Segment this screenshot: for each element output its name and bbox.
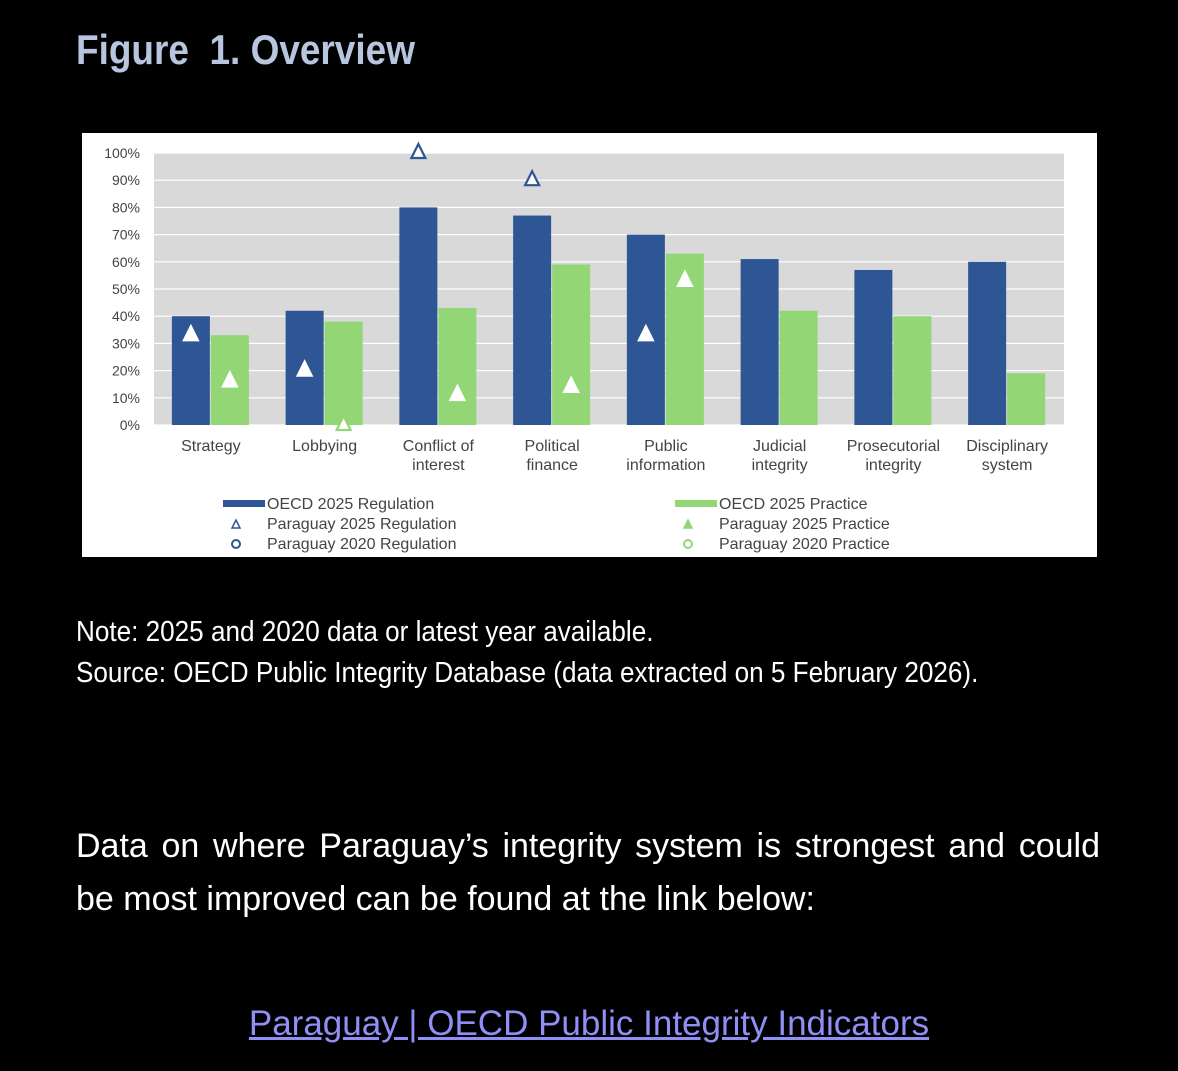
x-tick-label: Public [644, 438, 688, 455]
y-tick-label: 90% [112, 172, 140, 188]
bar-oecd-2025-regulation [740, 259, 779, 425]
marker-paraguay-2025-practice [676, 269, 694, 287]
marker-paraguay-2025-practice [448, 383, 467, 402]
bar-oecd-2025-practice [438, 308, 477, 425]
legend-label: Paraguay 2025 Regulation [267, 516, 456, 533]
bar-oecd-2025-practice [1007, 373, 1046, 425]
marker-paraguay-2025-regulation [409, 141, 428, 160]
bar-oecd-2025-regulation [513, 215, 552, 425]
x-tick-label: integrity [752, 457, 808, 474]
y-tick-label: 80% [112, 199, 140, 215]
indicators-link[interactable]: Paraguay | OECD Public Integrity Indicat… [248, 1004, 930, 1043]
y-tick-label: 100% [104, 145, 140, 161]
source-text: Source: OECD Public Integrity Database (… [76, 657, 979, 689]
body-paragraph: Data on where Paraguay’s integrity syste… [76, 827, 1100, 918]
marker-paraguay-2025-practice [221, 370, 239, 388]
marker-paraguay-2025-regulation [295, 359, 314, 377]
figure-notes: Note: 2025 and 2020 data or latest year … [76, 612, 1100, 694]
x-tick-label: Political [525, 438, 580, 455]
legend-swatch-triangle [682, 518, 694, 529]
marker-paraguay-2025-regulation [637, 323, 655, 342]
x-tick-label: Judicial [753, 438, 806, 455]
bar-oecd-2025-regulation [854, 269, 893, 425]
marker-paraguay-2025-regulation [523, 168, 541, 187]
y-tick-label: 10% [112, 390, 140, 406]
figure-title: Figure 1. Overview [76, 26, 415, 73]
bar-oecd-2025-practice [324, 321, 363, 425]
note-text: Note: 2025 and 2020 data or latest year … [76, 616, 654, 648]
marker-paraguay-2025-practice [334, 413, 353, 432]
bar-oecd-2025-practice [893, 316, 932, 425]
bar-oecd-2025-practice [779, 310, 818, 425]
x-tick-label: system [982, 457, 1033, 474]
x-tick-label: Conflict of [403, 438, 475, 455]
bar-oecd-2025-regulation [968, 261, 1007, 425]
legend-label: Paraguay 2020 Regulation [267, 536, 456, 553]
y-tick-label: 30% [112, 335, 140, 351]
legend-swatch-bar [675, 500, 717, 507]
legend-label: OECD 2025 Regulation [267, 496, 434, 513]
legend-swatch-triangle [230, 518, 242, 529]
y-tick-label: 40% [112, 308, 140, 324]
bar-oecd-2025-practice [552, 264, 591, 425]
marker-paraguay-2025-practice [562, 375, 580, 394]
y-tick-label: 50% [112, 281, 140, 297]
chart-panel: 0% 10% 20% 30% 40% 50% 60% 70% 80% 90% 100% Strateg… [82, 133, 1097, 557]
x-tick-label: Prosecutorial [847, 438, 940, 455]
legend-swatch-circle [683, 539, 693, 549]
y-tick-label: 70% [112, 227, 140, 243]
x-tick-label: interest [412, 457, 465, 474]
x-tick-label: Lobbying [292, 438, 357, 455]
x-tick-label: finance [526, 457, 578, 474]
x-tick-label: Strategy [181, 438, 241, 455]
bar-oecd-2025-regulation [399, 207, 438, 425]
legend-swatch-bar [223, 500, 265, 507]
x-tick-label: integrity [865, 457, 921, 474]
legend-label: Paraguay 2020 Practice [719, 536, 890, 553]
x-tick-label: Disciplinary [966, 438, 1048, 455]
legend-swatch-circle [231, 539, 241, 549]
y-tick-label: 60% [112, 254, 140, 270]
legend-label: OECD 2025 Practice [719, 496, 868, 513]
overview-bar-chart: 0% 10% 20% 30% 40% 50% 60% 70% 80% 90% 100% Strateg… [104, 141, 1064, 553]
legend-label: Paraguay 2025 Practice [719, 516, 890, 533]
y-tick-label: 20% [112, 363, 140, 379]
y-tick-label: 0% [120, 417, 140, 433]
x-tick-label: information [626, 457, 705, 474]
marker-paraguay-2025-regulation [182, 323, 200, 342]
